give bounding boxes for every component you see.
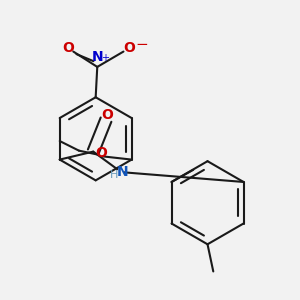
- Text: H: H: [110, 170, 118, 180]
- Text: O: O: [123, 41, 135, 56]
- Text: −: −: [135, 37, 148, 52]
- Text: N: N: [92, 50, 104, 64]
- Text: +: +: [101, 53, 109, 63]
- Text: N: N: [117, 165, 129, 179]
- Text: O: O: [101, 107, 113, 122]
- Text: O: O: [95, 146, 107, 160]
- Text: O: O: [62, 41, 74, 56]
